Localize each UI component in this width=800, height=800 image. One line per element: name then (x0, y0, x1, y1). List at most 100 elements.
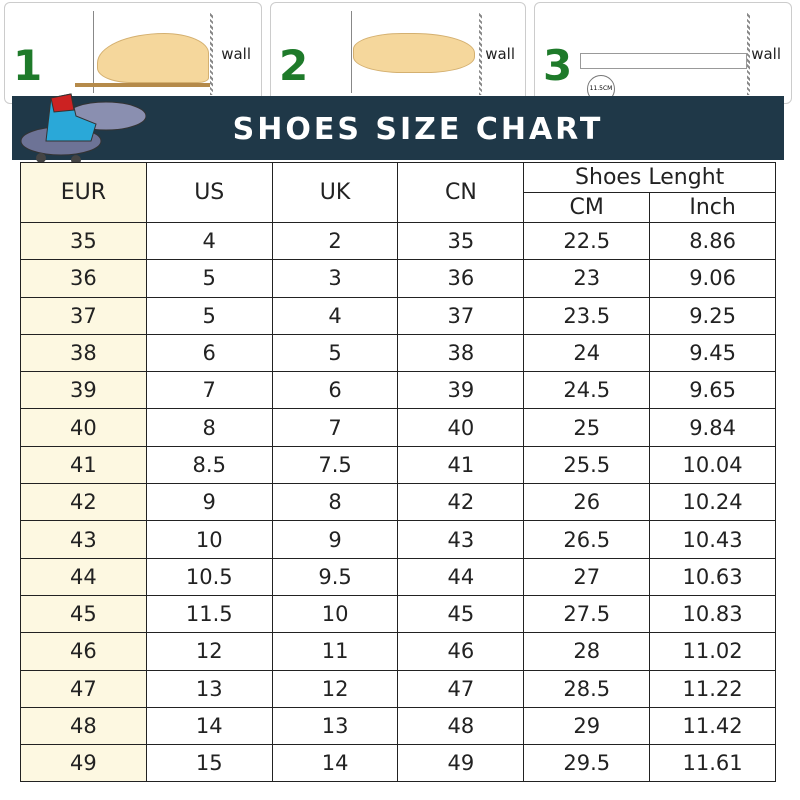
cell-us: 13 (145, 669, 273, 708)
cell-inch: 8.86 (649, 221, 776, 261)
cell-cn: 45 (397, 594, 525, 634)
cell-us: 14 (145, 706, 273, 746)
cell-eur: 36 (20, 259, 147, 298)
cell-cm: 26 (523, 483, 651, 522)
floor-line (75, 83, 211, 87)
foot-side-illustration (97, 33, 209, 83)
cell-uk: 7.5 (271, 445, 399, 485)
guide-line (351, 11, 352, 93)
cell-us: 8.5 (145, 445, 273, 485)
step-number: 3 (543, 41, 573, 90)
foot-top-illustration (353, 33, 475, 73)
cell-cn: 49 (397, 744, 525, 783)
cell-cn: 48 (397, 706, 525, 746)
cell-cn: 43 (397, 520, 525, 559)
table-row: 44 10.5 9.5 44 27 10.63 (20, 557, 776, 596)
cell-eur: 38 (20, 333, 147, 373)
cell-eur: 35 (20, 221, 147, 261)
cell-us: 15 (145, 744, 273, 783)
cell-inch: 9.25 (649, 296, 776, 335)
cell-cn: 41 (397, 445, 525, 485)
cell-inch: 11.42 (649, 706, 776, 746)
cell-uk: 11 (271, 632, 399, 671)
table-row: 38 6 5 38 24 9.45 (20, 333, 776, 373)
cell-cm: 23.5 (523, 296, 651, 335)
cell-inch: 9.84 (649, 408, 776, 447)
wall-label: wall (485, 45, 515, 63)
cell-cn: 40 (397, 408, 525, 447)
cell-cm: 25.5 (523, 445, 651, 485)
table-row: 36 5 3 36 23 9.06 (20, 259, 776, 298)
cell-uk: 9 (271, 520, 399, 559)
cell-inch: 9.06 (649, 259, 776, 298)
wall-label: wall (221, 45, 251, 63)
cell-us: 8 (145, 408, 273, 447)
table-row: 45 11.5 10 45 27.5 10.83 (20, 594, 776, 634)
cell-cm: 25 (523, 408, 651, 447)
cell-eur: 49 (20, 744, 147, 783)
cell-us: 9 (145, 483, 273, 522)
wall-icon (479, 13, 482, 95)
cell-cm: 28.5 (523, 669, 651, 708)
cell-inch: 10.24 (649, 483, 776, 522)
cell-eur: 44 (20, 557, 147, 596)
table-row: 35 4 2 35 22.5 8.86 (20, 221, 776, 261)
cell-cn: 46 (397, 632, 525, 671)
cell-us: 5 (145, 296, 273, 335)
cell-uk: 13 (271, 706, 399, 746)
wall-icon (747, 13, 750, 95)
cell-eur: 42 (20, 483, 147, 522)
cell-uk: 10 (271, 594, 399, 634)
cell-cm: 24.5 (523, 371, 651, 410)
cell-cn: 44 (397, 557, 525, 596)
cell-inch: 9.45 (649, 333, 776, 373)
cell-inch: 9.65 (649, 371, 776, 410)
cell-eur: 46 (20, 632, 147, 671)
cell-cn: 37 (397, 296, 525, 335)
cell-us: 11.5 (145, 594, 273, 634)
cell-cn: 39 (397, 371, 525, 410)
sneaker-skateboard-icon (20, 93, 146, 165)
cell-uk: 7 (271, 408, 399, 447)
cell-us: 10 (145, 520, 273, 559)
table-row: 47 13 12 47 28.5 11.22 (20, 669, 776, 708)
cell-inch: 11.61 (649, 744, 776, 783)
cell-us: 5 (145, 259, 273, 298)
header-uk: UK (271, 162, 399, 223)
cell-eur: 41 (20, 445, 147, 485)
table-row: 48 14 13 48 29 11.42 (20, 706, 776, 746)
cell-uk: 8 (271, 483, 399, 522)
header-cn: CN (397, 162, 525, 223)
size-chart-table: EUR US UK CN Shoes Lenght CM Inch 35 4 2 35… (20, 162, 776, 783)
cell-us: 6 (145, 333, 273, 373)
cell-us: 4 (145, 221, 273, 261)
cell-uk: 4 (271, 296, 399, 335)
step-number: 2 (279, 41, 309, 90)
cell-uk: 5 (271, 333, 399, 373)
step-3-panel: 3 wall 11.5CM (534, 2, 792, 104)
table-row: 42 9 8 42 26 10.24 (20, 483, 776, 522)
cell-inch: 10.04 (649, 445, 776, 485)
cell-eur: 43 (20, 520, 147, 559)
step-2-panel: 2 wall (270, 2, 526, 104)
cell-inch: 10.83 (649, 594, 776, 634)
cell-uk: 6 (271, 371, 399, 410)
header-inch: Inch (649, 192, 776, 223)
cell-eur: 40 (20, 408, 147, 447)
cell-cm: 22.5 (523, 221, 651, 261)
cell-uk: 9.5 (271, 557, 399, 596)
cell-cm: 23 (523, 259, 651, 298)
cell-cn: 42 (397, 483, 525, 522)
cell-eur: 45 (20, 594, 147, 634)
cell-eur: 37 (20, 296, 147, 335)
cell-cm: 27 (523, 557, 651, 596)
guide-line (93, 11, 94, 93)
cell-cm: 29 (523, 706, 651, 746)
cell-us: 7 (145, 371, 273, 410)
cell-inch: 11.22 (649, 669, 776, 708)
header-us: US (145, 162, 273, 223)
cell-cm: 26.5 (523, 520, 651, 559)
header-shoes-length: Shoes Lenght (523, 162, 776, 193)
cell-us: 12 (145, 632, 273, 671)
cell-eur: 48 (20, 706, 147, 746)
